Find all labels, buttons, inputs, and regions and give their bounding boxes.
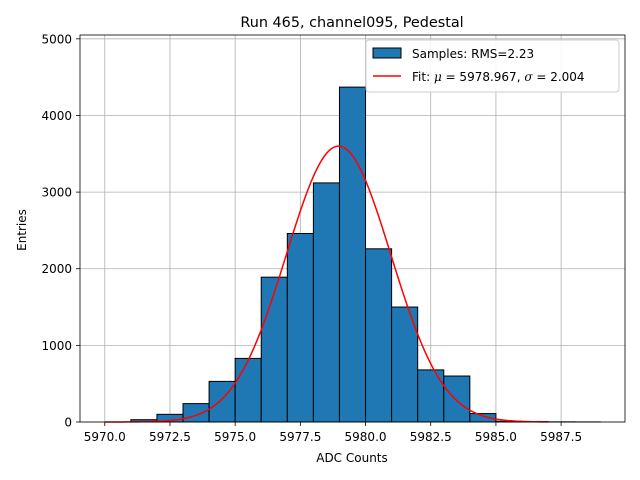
legend-histogram-swatch	[372, 47, 402, 59]
histogram-bar	[338, 86, 367, 423]
x-axis-label: ADC Counts	[316, 451, 388, 465]
histogram-bar	[312, 182, 340, 423]
y-tick-label: 3000	[41, 186, 72, 200]
y-axis-label: Entries	[15, 209, 29, 251]
x-tick-label: 5982.5	[410, 430, 452, 444]
histogram-bar	[260, 276, 288, 423]
histogram-bar	[417, 369, 445, 423]
legend-histogram-label: Samples: RMS=2.23	[412, 47, 534, 61]
y-tick-label: 5000	[41, 32, 72, 46]
plot-frame	[79, 34, 626, 423]
legend-fit-label: Fit: μ = 5978.967, σ = 2.004	[412, 70, 585, 84]
histogram-bar	[365, 248, 393, 423]
x-axis-ticks: 5970.0 5972.5 5975.0 5977.5 5980.0 5982.5 5985…	[84, 422, 582, 444]
histogram-bar	[182, 403, 210, 423]
legend-box	[365, 39, 620, 93]
legend-fit-suffix: = 2.004	[533, 70, 585, 84]
legend-fit-prefix: Fit:	[412, 70, 434, 84]
x-tick-label: 5987.5	[540, 430, 582, 444]
legend-fit-mu-symbol: μ	[434, 70, 442, 84]
chart-title: Run 465, channel095, Pedestal	[240, 15, 463, 31]
x-tick-label: 5975.0	[214, 430, 256, 444]
histogram-bar	[391, 306, 419, 423]
histogram-bar	[234, 357, 262, 423]
legend-fit-middle: = 5978.967,	[442, 70, 525, 84]
x-tick-label: 5977.5	[279, 430, 321, 444]
x-tick-label: 5970.0	[84, 430, 126, 444]
x-tick-label: 5985.0	[475, 430, 517, 444]
y-tick-label: 1000	[41, 339, 72, 353]
y-tick-label: 4000	[41, 109, 72, 123]
histogram-bar	[443, 375, 471, 423]
y-axis-ticks: 0 1000 2000 3000 4000 5000	[41, 32, 80, 430]
x-tick-label: 5972.5	[149, 430, 191, 444]
legend-fit-sigma-symbol: σ	[524, 70, 533, 84]
histogram-bar	[286, 232, 314, 423]
y-tick-label: 2000	[41, 262, 72, 276]
legend: Samples: RMS=2.23 Fit: μ = 5978.967, σ =…	[365, 39, 620, 93]
x-tick-label: 5980.0	[345, 430, 387, 444]
fit-curve	[104, 145, 549, 423]
y-tick-label: 0	[64, 416, 72, 430]
